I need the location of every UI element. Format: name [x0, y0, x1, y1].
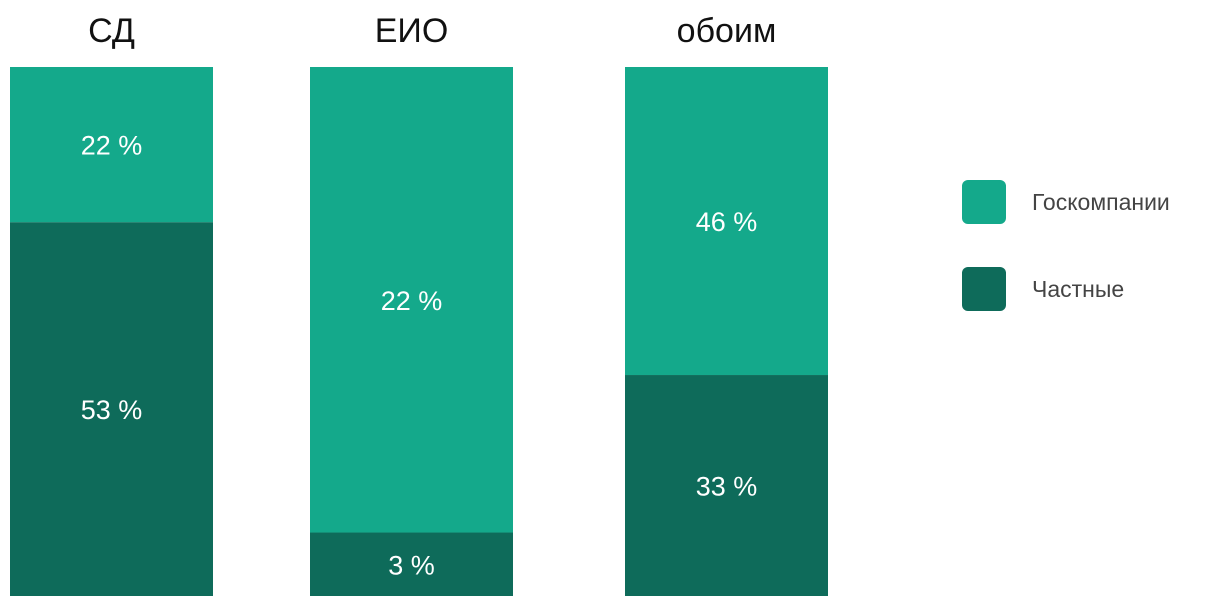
- data-label: 22 %: [381, 286, 443, 316]
- data-label: 33 %: [696, 472, 758, 502]
- category-label: СД: [88, 12, 135, 50]
- data-label: 46 %: [696, 207, 758, 237]
- category-label: ЕИО: [375, 12, 449, 50]
- legend-swatch: [962, 180, 1006, 224]
- bar-segment-private: [310, 532, 513, 596]
- category-label: обоим: [677, 12, 777, 50]
- bar-segment-state: [625, 67, 828, 376]
- data-label: 3 %: [388, 550, 435, 580]
- bar-segment-private: [625, 375, 828, 596]
- legend-label: Частные: [1032, 276, 1124, 302]
- data-label: 53 %: [81, 395, 143, 425]
- data-label: 22 %: [81, 131, 143, 161]
- bar-segment-private: [10, 222, 213, 596]
- bar-segment-state: [310, 67, 513, 533]
- legend-label: Госкомпании: [1032, 189, 1170, 215]
- legend-swatch: [962, 267, 1006, 311]
- bar-segment-state: [10, 67, 213, 223]
